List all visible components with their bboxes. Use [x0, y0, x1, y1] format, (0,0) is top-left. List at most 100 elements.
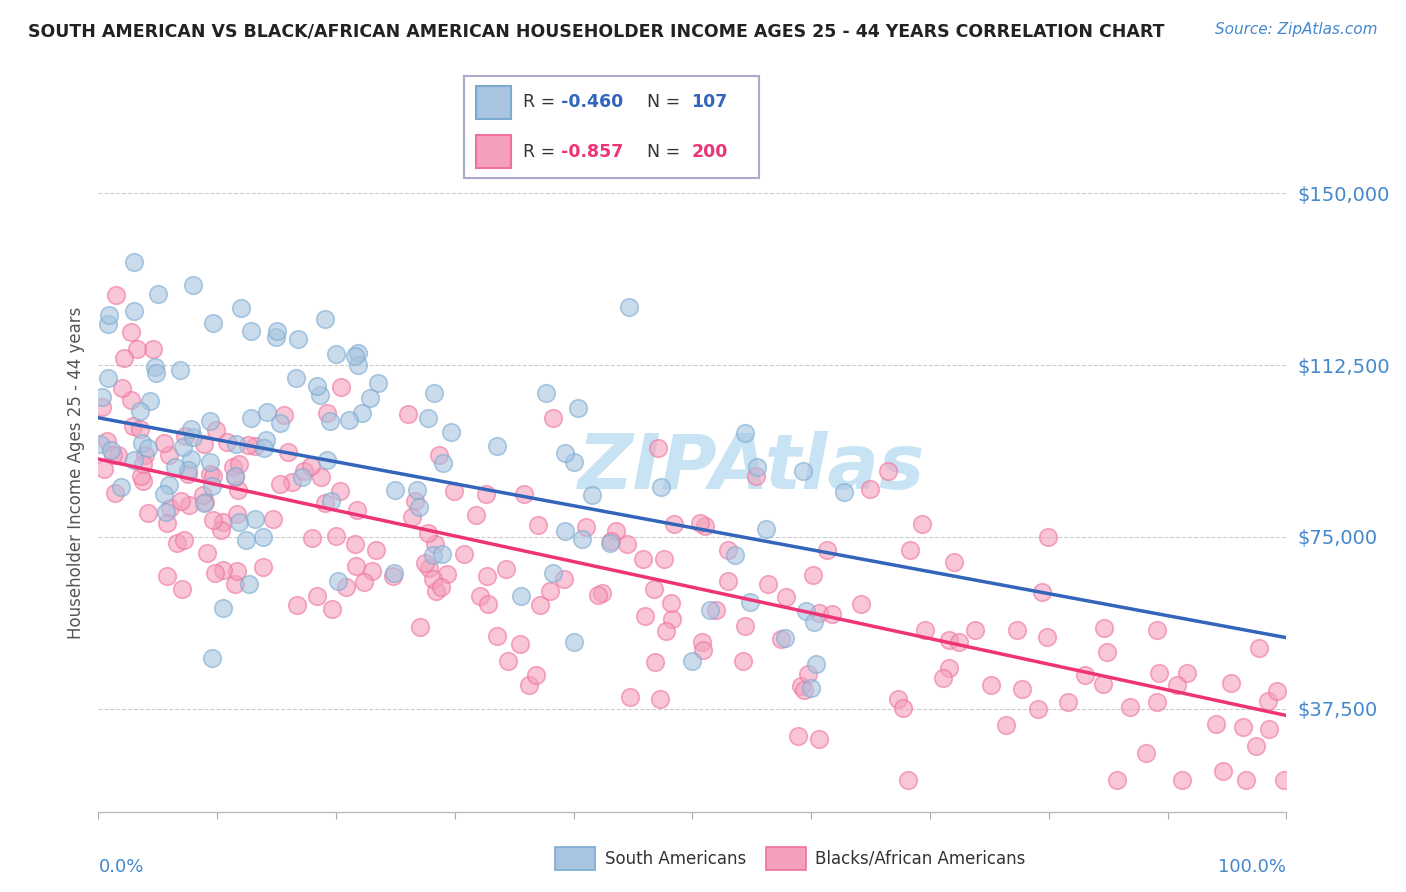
Point [775, 590, 797, 604]
Point [938, 632, 960, 647]
Point [93, 462, 115, 476]
Point [659, 597, 682, 611]
Y-axis label: Householder Income Ages 25 - 44 years: Householder Income Ages 25 - 44 years [66, 307, 84, 639]
Point [253, 441, 276, 455]
Point [432, 456, 454, 470]
Point [980, 678, 1002, 692]
Point [201, 650, 224, 665]
Point [155, 505, 177, 519]
Point [228, 515, 250, 529]
Point [254, 434, 277, 448]
Point [367, 376, 389, 391]
Point [107, 448, 129, 462]
Point [755, 522, 778, 536]
Point [132, 475, 155, 489]
Point [198, 467, 221, 482]
Point [180, 421, 202, 435]
Point [215, 434, 238, 449]
Point [655, 624, 678, 638]
Point [806, 657, 828, 671]
Point [793, 683, 815, 698]
Point [1171, 772, 1194, 787]
Point [314, 496, 336, 510]
Point [401, 510, 423, 524]
Point [689, 516, 711, 530]
Point [224, 468, 246, 483]
Point [619, 690, 641, 704]
Point [512, 487, 534, 501]
Point [307, 379, 329, 393]
Point [832, 485, 855, 500]
Point [756, 576, 779, 591]
Point [353, 574, 375, 589]
Point [153, 487, 176, 501]
Point [269, 476, 291, 491]
Point [156, 516, 179, 530]
Point [96, 434, 118, 449]
Point [769, 632, 792, 647]
Point [440, 425, 463, 439]
Point [131, 436, 153, 450]
Text: 100.0%: 100.0% [1219, 857, 1286, 876]
Point [153, 436, 176, 450]
Point [699, 603, 721, 617]
Point [773, 631, 796, 645]
Point [1092, 621, 1115, 635]
Point [510, 590, 533, 604]
Point [202, 316, 225, 330]
Point [436, 566, 458, 581]
Bar [475, 87, 512, 119]
Point [344, 558, 367, 573]
Point [273, 409, 295, 423]
Point [534, 386, 557, 401]
Point [541, 411, 564, 425]
Point [427, 448, 450, 462]
Point [129, 404, 152, 418]
Point [430, 580, 453, 594]
Point [352, 406, 374, 420]
Point [122, 304, 145, 318]
Point [1011, 682, 1033, 697]
Point [179, 498, 201, 512]
Point [1031, 584, 1053, 599]
Point [97, 317, 120, 331]
Point [1147, 666, 1170, 681]
Point [97, 371, 120, 385]
Point [280, 475, 302, 490]
Point [364, 543, 387, 558]
Point [562, 635, 585, 649]
Point [562, 455, 585, 469]
Point [326, 574, 349, 588]
Point [1257, 694, 1279, 708]
Point [266, 324, 288, 338]
Point [202, 469, 225, 483]
Point [321, 601, 343, 615]
Point [413, 556, 436, 570]
Point [284, 371, 307, 385]
Point [309, 388, 332, 402]
Point [647, 441, 669, 455]
Point [800, 681, 823, 695]
Point [887, 692, 910, 706]
Point [787, 729, 810, 743]
Point [526, 518, 548, 533]
Point [616, 537, 638, 551]
Point [301, 531, 323, 545]
Point [486, 629, 509, 643]
Point [89, 436, 111, 450]
Point [849, 597, 872, 611]
Point [571, 533, 593, 547]
Point [1166, 678, 1188, 692]
Point [1258, 722, 1281, 736]
Point [359, 391, 381, 405]
Text: N =: N = [647, 143, 686, 161]
Point [226, 507, 249, 521]
Point [418, 561, 440, 575]
Point [650, 480, 672, 494]
Text: SOUTH AMERICAN VS BLACK/AFRICAN AMERICAN HOUSEHOLDER INCOME AGES 25 - 44 YEARS C: SOUTH AMERICAN VS BLACK/AFRICAN AMERICAN… [28, 22, 1164, 40]
Point [193, 495, 215, 509]
Point [470, 589, 492, 603]
Point [299, 459, 322, 474]
Point [193, 488, 215, 502]
Point [198, 455, 221, 469]
